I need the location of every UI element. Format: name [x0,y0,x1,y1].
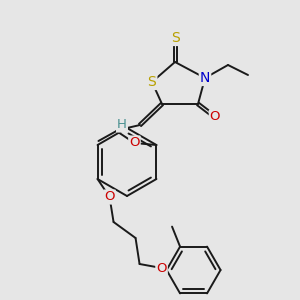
Text: O: O [210,110,220,124]
Text: O: O [156,262,167,275]
Text: S: S [148,75,156,89]
Text: O: O [104,190,115,203]
Text: N: N [200,71,210,85]
Text: S: S [171,31,179,45]
Text: O: O [129,136,140,149]
Text: H: H [117,118,127,131]
